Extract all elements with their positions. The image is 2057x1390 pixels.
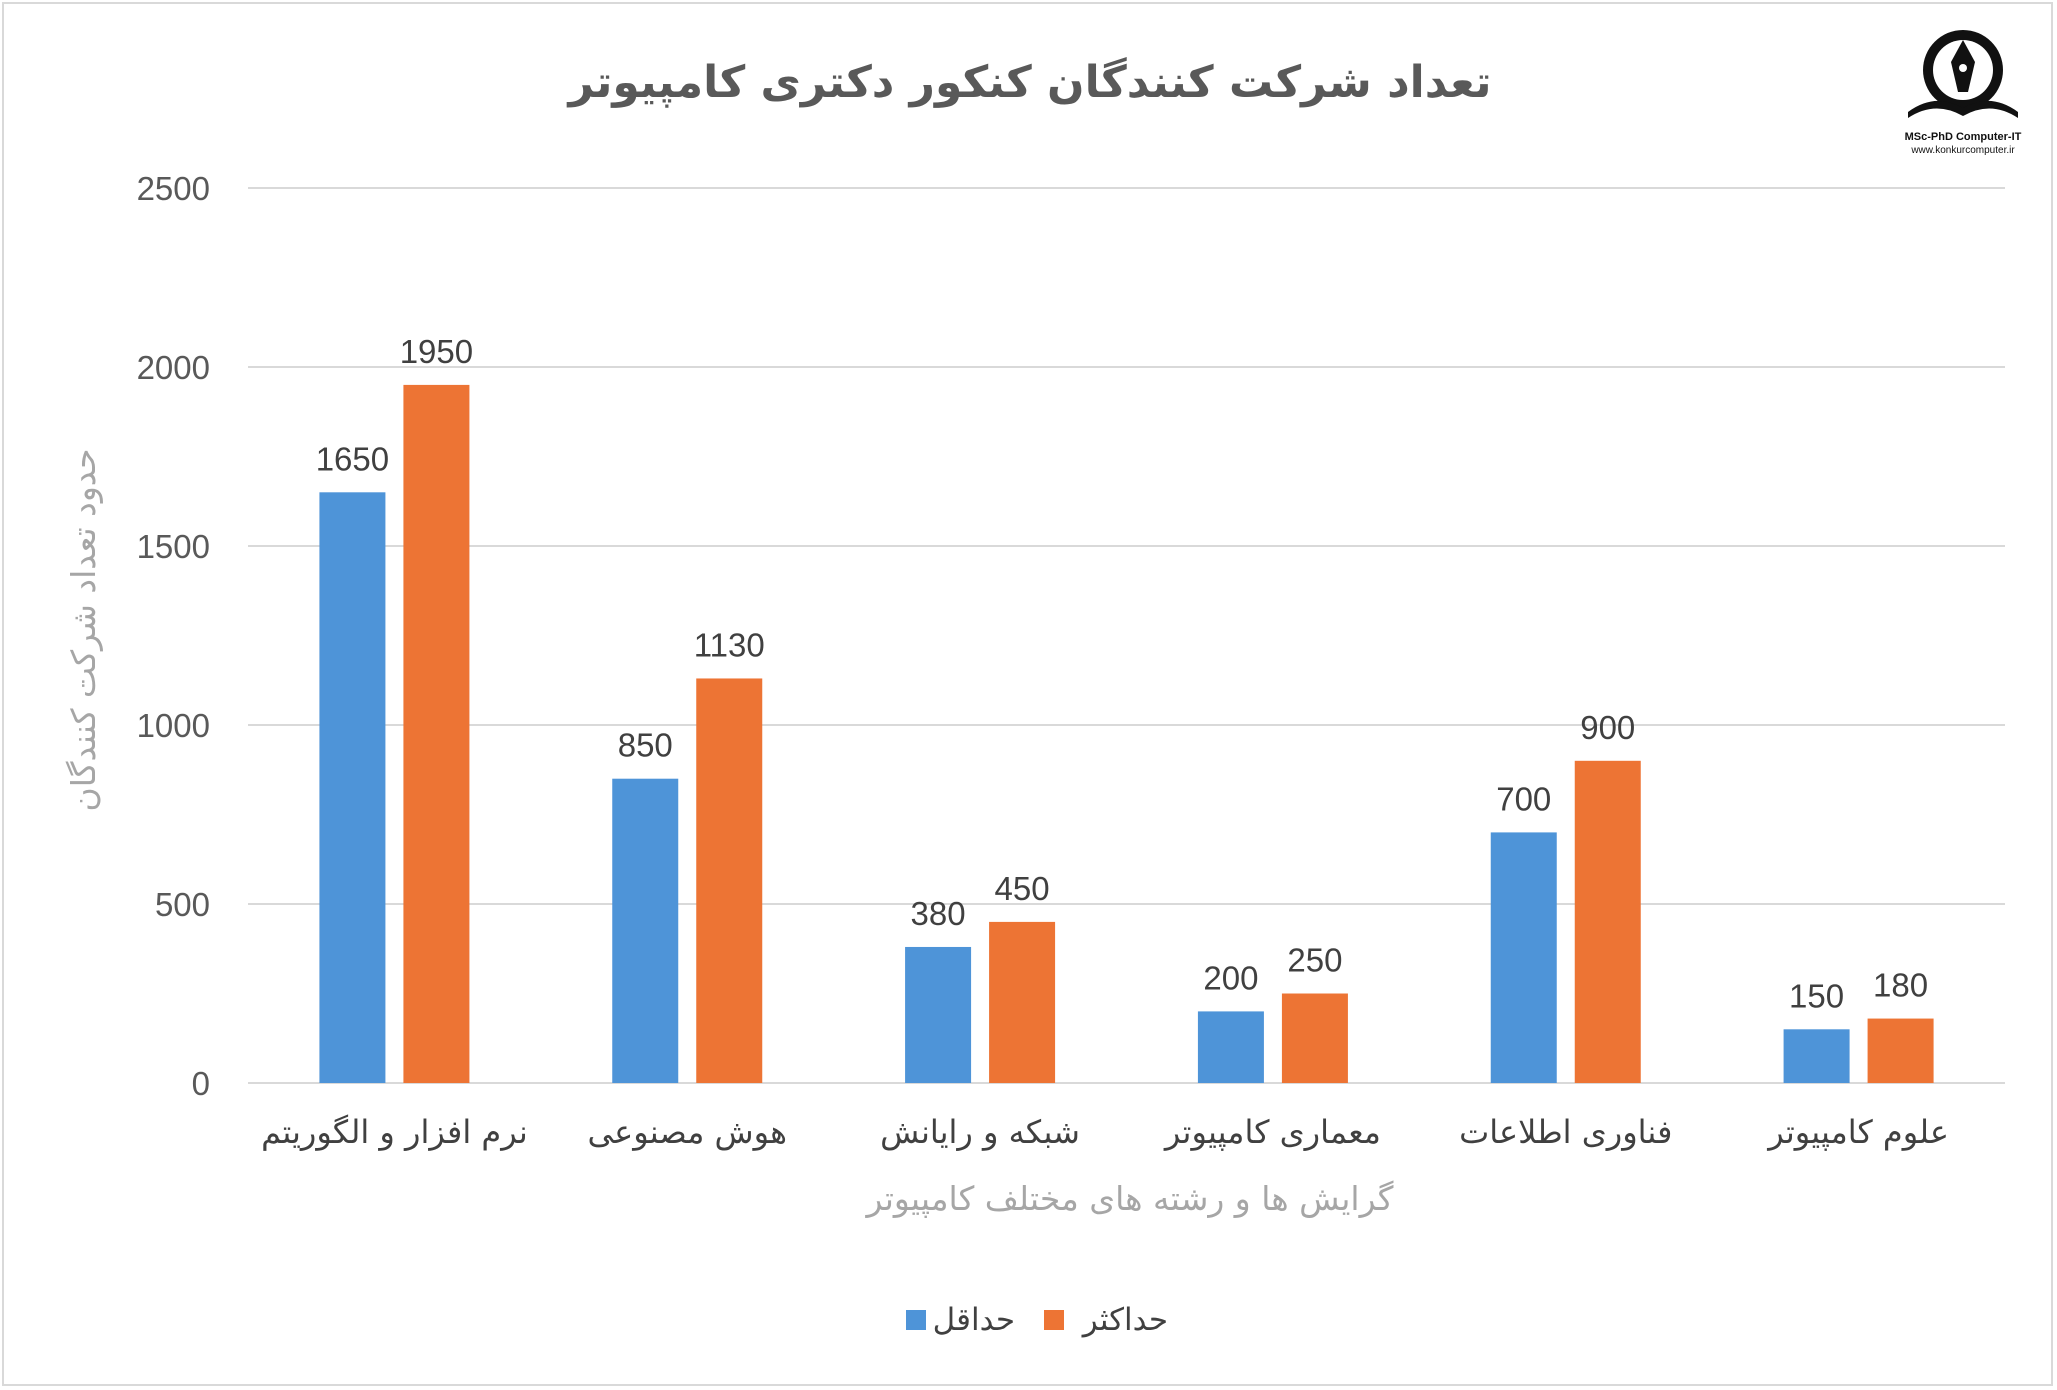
x-category-label: معماری کامپیوتر (1163, 1113, 1381, 1151)
category-labels: نرم افزار و الگوریتم هوش مصنوعی شبکه و رای… (261, 1113, 1949, 1151)
data-label: 380 (911, 895, 966, 932)
bar (1783, 1029, 1850, 1083)
data-labels: 1650 1950 850 1130 380 450 200 250 700 900 150 180 (316, 333, 1928, 1014)
chart-title: تعداد شرکت کنندگان کنکور دکتری کامپیوتر (566, 56, 1491, 108)
bars (319, 384, 1934, 1083)
x-category-label: علوم کامپیوتر (1766, 1113, 1949, 1151)
legend: حداقل حداکثر (906, 1302, 1168, 1338)
data-label: 180 (1873, 967, 1928, 1004)
bar (1867, 1018, 1934, 1083)
y-axis-title: حدود تعداد شرکت کنندگان (64, 448, 103, 811)
pen-nib-logo-icon (1908, 30, 2018, 118)
y-tick-label: 2000 (137, 349, 210, 386)
bar (1197, 1011, 1264, 1083)
bar (319, 492, 386, 1083)
bar (612, 778, 679, 1083)
data-label: 700 (1496, 780, 1551, 817)
bar (1281, 993, 1348, 1083)
legend-swatch (906, 1310, 926, 1330)
data-label: 900 (1580, 709, 1635, 746)
legend-label: حداکثر (1081, 1302, 1168, 1338)
gridlines (248, 187, 2005, 1084)
y-tick-label: 2500 (137, 170, 210, 207)
data-label: 450 (995, 870, 1050, 907)
bar (696, 678, 763, 1083)
logo-line-2: www.konkurcomputer.ir (1910, 145, 2015, 156)
x-axis-title: گرایش ها و رشته های مختلف کامپیوتر (864, 1179, 1393, 1218)
y-axis-ticks: 0 500 1000 1500 2000 2500 (137, 170, 210, 1102)
bar (905, 946, 972, 1083)
data-label: 1650 (316, 440, 389, 477)
y-tick-label: 500 (155, 886, 210, 923)
data-label: 1950 (400, 333, 473, 370)
x-category-label: نرم افزار و الگوریتم (261, 1113, 528, 1151)
x-category-label: فناوری اطلاعات (1459, 1113, 1672, 1151)
logo: MSc-PhD Computer-IT www.konkurcomputer.i… (1905, 30, 2022, 156)
x-category-label: هوش مصنوعی (588, 1113, 787, 1151)
y-tick-label: 1000 (137, 707, 210, 744)
bar (989, 921, 1056, 1083)
data-label: 150 (1789, 977, 1844, 1014)
legend-label: حداقل (933, 1302, 1015, 1338)
logo-line-1: MSc-PhD Computer-IT (1905, 131, 2022, 143)
data-label: 1130 (694, 626, 765, 663)
data-label: 850 (618, 727, 673, 764)
legend-swatch (1044, 1310, 1064, 1330)
data-label: 250 (1287, 942, 1342, 979)
bar (1490, 832, 1557, 1083)
bar (403, 384, 470, 1083)
data-label: 200 (1203, 959, 1258, 996)
y-tick-label: 0 (192, 1065, 210, 1102)
bar (1574, 760, 1641, 1083)
x-category-label: شبکه و رایانش (880, 1113, 1080, 1151)
y-tick-label: 1500 (137, 528, 210, 565)
